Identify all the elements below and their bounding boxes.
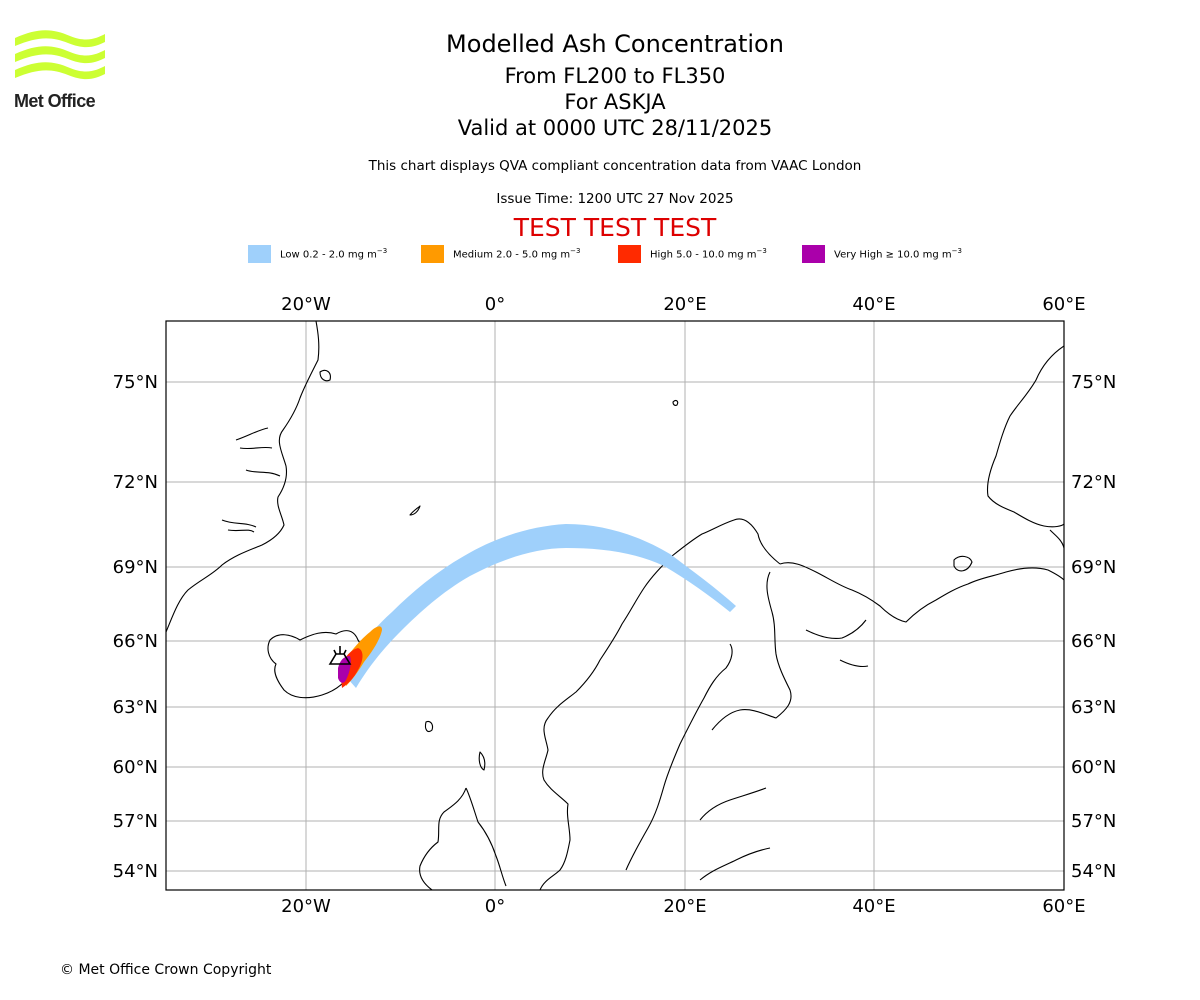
legend-label-low: Low 0.2 - 2.0 mg m−3 xyxy=(280,247,388,261)
ash-plume-very-high xyxy=(338,656,351,683)
uk-coast xyxy=(419,787,507,890)
sweden-coast xyxy=(625,643,733,871)
issue-time: Issue Time: 1200 UTC 27 Nov 2025 xyxy=(496,191,734,207)
lat-tick-right-57n: 57°N xyxy=(1071,811,1116,832)
legend-swatch-low xyxy=(248,245,271,263)
lon-tick-bottom-60e: 60°E xyxy=(1042,896,1085,917)
lon-tick-bottom-20w: 20°W xyxy=(281,896,331,917)
lat-tick-right-75n: 75°N xyxy=(1071,372,1116,393)
legend-item-high: High 5.0 - 10.0 mg m−3 xyxy=(618,244,767,264)
met-office-logo-waves xyxy=(15,30,105,80)
legend-label-high: High 5.0 - 10.0 mg m−3 xyxy=(650,247,767,261)
map-frame xyxy=(165,320,1065,891)
lat-tick-right-72n: 72°N xyxy=(1071,472,1116,493)
legend-swatch-very-high xyxy=(802,245,825,263)
volcano-name: For ASKJA xyxy=(564,90,666,114)
lat-tick-left-72n: 72°N xyxy=(113,472,158,493)
ash-plume-low xyxy=(340,524,736,688)
valid-time: Valid at 0000 UTC 28/11/2025 xyxy=(457,116,773,140)
legend-item-low: Low 0.2 - 2.0 mg m−3 xyxy=(248,244,387,264)
baltic-coast xyxy=(699,787,771,881)
copyright: © Met Office Crown Copyright xyxy=(60,962,272,978)
lat-tick-right-60n: 60°N xyxy=(1071,757,1116,778)
finland-coast xyxy=(711,571,792,731)
lon-tick-top-20w: 20°W xyxy=(281,294,331,315)
lat-tick-left-57n: 57°N xyxy=(113,811,158,832)
volcano-marker-icon xyxy=(328,646,352,665)
lat-tick-right-63n: 63°N xyxy=(1071,697,1116,718)
legend-label-medium: Medium 2.0 - 5.0 mg m−3 xyxy=(453,247,581,261)
legend-item-medium: Medium 2.0 - 5.0 mg m−3 xyxy=(421,244,580,264)
lon-tick-bottom-40e: 40°E xyxy=(852,896,895,917)
lat-tick-right-66n: 66°N xyxy=(1071,631,1116,652)
lon-tick-bottom-20e: 20°E xyxy=(663,896,706,917)
lon-tick-top-0: 0° xyxy=(485,294,505,315)
flight-level-range: From FL200 to FL350 xyxy=(504,64,726,88)
legend-swatch-high xyxy=(618,245,641,263)
lon-tick-top-20e: 20°E xyxy=(663,294,706,315)
lat-tick-left-60n: 60°N xyxy=(113,757,158,778)
lat-tick-left-63n: 63°N xyxy=(113,697,158,718)
gridlines xyxy=(166,321,1064,890)
lat-tick-right-69n: 69°N xyxy=(1071,557,1116,578)
legend-item-very-high: Very High ≥ 10.0 mg m−3 xyxy=(802,244,962,264)
qva-note: This chart displays QVA compliant concen… xyxy=(368,158,862,174)
norway-coast xyxy=(539,518,781,890)
lat-tick-right-54n: 54°N xyxy=(1071,861,1116,882)
test-banner: TEST TEST TEST xyxy=(513,213,717,242)
coastlines xyxy=(166,321,1064,890)
lon-tick-top-60e: 60°E xyxy=(1042,294,1085,315)
chart-title: Modelled Ash Concentration xyxy=(446,30,784,58)
legend-swatch-medium xyxy=(421,245,444,263)
lat-tick-left-69n: 69°N xyxy=(113,557,158,578)
met-office-logo-text: Met Office xyxy=(14,91,96,111)
greenland-coast xyxy=(166,321,320,633)
novaya-zemlya-coast xyxy=(986,345,1064,528)
legend-label-very-high: Very High ≥ 10.0 mg m−3 xyxy=(834,247,962,261)
russia-coast xyxy=(779,562,1064,623)
lon-tick-bottom-0: 0° xyxy=(485,896,505,917)
lat-tick-left-75n: 75°N xyxy=(113,372,158,393)
lat-tick-left-66n: 66°N xyxy=(113,631,158,652)
lon-tick-top-40e: 40°E xyxy=(852,294,895,315)
lat-tick-left-54n: 54°N xyxy=(113,861,158,882)
